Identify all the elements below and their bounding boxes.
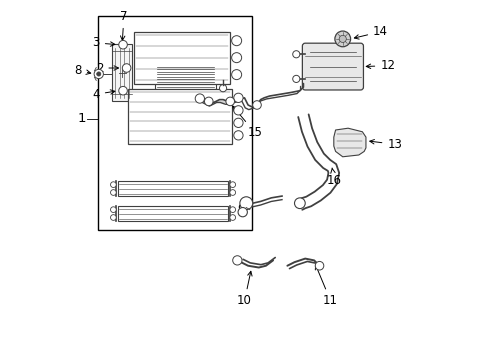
Text: 13: 13 (369, 138, 402, 151)
Circle shape (97, 72, 101, 76)
Circle shape (238, 207, 247, 217)
Circle shape (229, 215, 235, 220)
Text: 11: 11 (315, 265, 337, 307)
Text: 6: 6 (221, 49, 228, 76)
Circle shape (334, 31, 350, 47)
Circle shape (110, 182, 116, 188)
Circle shape (292, 51, 299, 58)
Text: 15: 15 (232, 106, 262, 139)
Text: 7: 7 (120, 10, 127, 40)
Text: 3: 3 (92, 36, 115, 49)
Circle shape (122, 64, 131, 72)
Circle shape (204, 97, 213, 106)
Circle shape (231, 69, 241, 80)
Circle shape (339, 35, 346, 42)
Polygon shape (333, 128, 365, 157)
Circle shape (233, 93, 243, 103)
Text: 5: 5 (174, 33, 183, 62)
Bar (112, 44, 132, 102)
Circle shape (294, 198, 305, 208)
Text: 9: 9 (237, 197, 245, 216)
Circle shape (225, 97, 234, 106)
Bar (128, 89, 231, 144)
Text: 2: 2 (96, 62, 118, 75)
Text: 1: 1 (78, 112, 86, 125)
Circle shape (119, 40, 127, 49)
Bar (118, 206, 228, 221)
Bar (155, 66, 216, 91)
Text: 16: 16 (326, 168, 341, 186)
Text: 14: 14 (354, 25, 387, 39)
Circle shape (315, 261, 323, 270)
Text: 12: 12 (366, 59, 394, 72)
Circle shape (233, 106, 243, 115)
Circle shape (195, 94, 204, 103)
Circle shape (110, 215, 116, 220)
Text: 8: 8 (75, 64, 90, 77)
Circle shape (252, 101, 261, 109)
Circle shape (94, 69, 103, 78)
Circle shape (219, 85, 226, 92)
Circle shape (233, 131, 243, 140)
Circle shape (233, 118, 243, 127)
Circle shape (229, 182, 235, 188)
Circle shape (229, 207, 235, 212)
Text: 10: 10 (237, 271, 251, 307)
Circle shape (232, 256, 242, 265)
Circle shape (292, 75, 299, 82)
Bar (98, 16, 251, 230)
Circle shape (229, 190, 235, 195)
Bar (118, 181, 228, 196)
Circle shape (110, 190, 116, 195)
Text: 4: 4 (92, 88, 115, 101)
FancyBboxPatch shape (302, 43, 363, 90)
Circle shape (231, 53, 241, 63)
Circle shape (231, 36, 241, 46)
Circle shape (119, 86, 127, 95)
Circle shape (110, 207, 116, 212)
Circle shape (240, 197, 252, 210)
Bar (134, 32, 230, 84)
